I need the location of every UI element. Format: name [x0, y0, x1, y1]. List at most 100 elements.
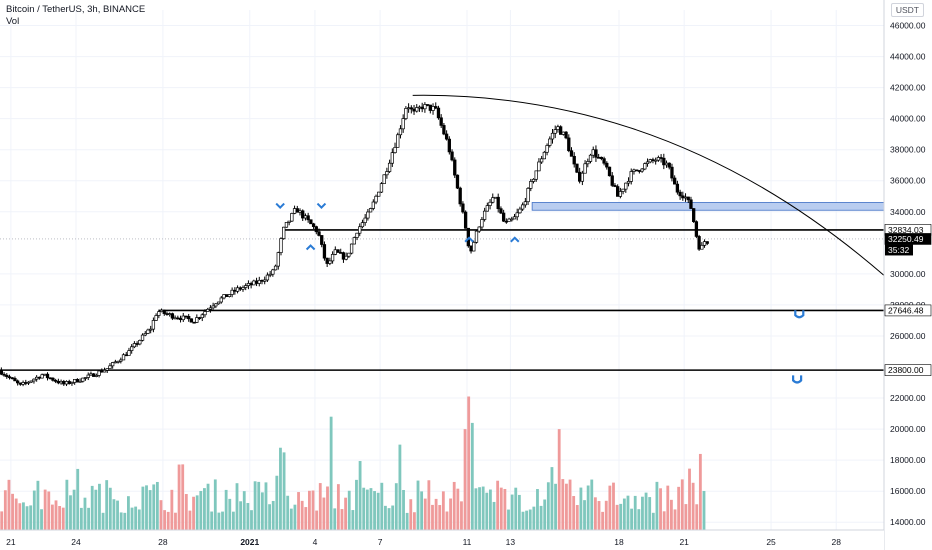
volume-bar — [322, 497, 326, 530]
volume-bar — [394, 483, 398, 530]
candle-body — [643, 163, 647, 170]
volume-bar — [626, 495, 630, 530]
volume-bar — [123, 512, 127, 530]
candle-body — [187, 316, 191, 320]
price-tick-label: 16000.00 — [890, 486, 926, 496]
candle-body — [616, 186, 620, 197]
volume-bar — [608, 485, 612, 530]
volume-bar — [492, 501, 496, 530]
candle-body — [561, 131, 566, 135]
candle-body — [51, 377, 55, 381]
candle-body — [32, 378, 36, 382]
volume-bar — [300, 500, 304, 530]
candle-body — [485, 205, 489, 212]
candle-body — [404, 108, 408, 119]
volume-bar — [347, 490, 351, 530]
candle-body — [542, 151, 547, 160]
candle-body — [35, 376, 39, 380]
resistance-zone[interactable] — [531, 202, 885, 211]
volume-bar — [231, 511, 235, 530]
time-tick-label: 28 — [158, 537, 168, 547]
volume-bar — [463, 429, 467, 530]
volume-bar — [604, 500, 608, 530]
volume-bar — [590, 479, 594, 530]
candle-body — [159, 309, 164, 312]
volume-bar — [43, 489, 47, 530]
horizontal-levels[interactable] — [0, 229, 884, 371]
volume-bar — [373, 491, 376, 530]
price-tick-label: 30000.00 — [890, 269, 926, 279]
time-tick-label: 24 — [71, 537, 81, 547]
candle-body — [401, 118, 405, 130]
candle-body — [211, 305, 215, 309]
time-tick-label: 21 — [679, 537, 689, 547]
candle-body — [67, 381, 71, 384]
candle-body — [597, 156, 601, 159]
candle-body — [368, 208, 373, 213]
candle-body — [75, 379, 80, 383]
time-tick-label: 28 — [831, 537, 841, 547]
candle-body — [675, 183, 680, 193]
volume-bar — [376, 492, 380, 530]
volume-bars — [0, 396, 706, 530]
volume-bar — [546, 482, 550, 530]
candle-body — [379, 183, 384, 193]
candle-body — [257, 279, 261, 284]
candle-body — [692, 208, 696, 223]
price-axis[interactable]: 46000.00 44000.00 42000.00 40000.00 38000.00… — [883, 0, 932, 550]
candle-body — [667, 162, 671, 168]
candle-body — [10, 377, 14, 380]
candle-body — [640, 168, 644, 172]
candle-body — [83, 377, 88, 379]
candle-body — [583, 163, 587, 174]
candle-body — [189, 318, 194, 323]
candle-body — [203, 311, 207, 316]
volume-bar — [488, 489, 492, 530]
volume-bar — [344, 497, 348, 530]
candle-body — [273, 265, 278, 271]
candle-body — [40, 374, 44, 379]
candle-body — [496, 196, 500, 210]
currency-button[interactable]: USDT — [890, 3, 924, 17]
volume-bar — [543, 499, 547, 530]
volume-bar — [61, 507, 65, 530]
candle-body — [18, 382, 23, 385]
volume-bar — [666, 485, 670, 530]
candle-body — [499, 208, 503, 214]
candle-body — [385, 171, 389, 176]
candle-body — [415, 107, 419, 112]
curve-drawing[interactable] — [412, 94, 885, 276]
volume-bar — [7, 479, 11, 530]
price-tick-label: 42000.00 — [890, 83, 926, 93]
candle-body — [417, 106, 422, 109]
candle-body — [146, 329, 150, 334]
candle-body — [694, 221, 699, 237]
volume-bar — [163, 510, 167, 530]
time-tick-label: 7 — [378, 537, 383, 547]
volume-bar — [684, 504, 688, 530]
volume-bar — [673, 509, 677, 530]
grid-lines — [0, 10, 884, 530]
volume-indicator-label[interactable]: Vol — [6, 16, 20, 27]
candle-body — [111, 362, 115, 367]
candle-body — [282, 226, 286, 239]
volume-bar — [228, 498, 232, 530]
candle-body — [130, 346, 134, 351]
candle-body — [97, 370, 101, 376]
candle-body — [295, 208, 299, 213]
volume-bar — [409, 499, 413, 530]
candle-body — [165, 313, 169, 315]
time-axis[interactable]: 21 24 28 2021 4 7 11 13 18 21 25 28 — [0, 529, 884, 550]
candle-body — [235, 287, 240, 292]
candle-body — [62, 381, 66, 385]
candle-body — [265, 274, 270, 281]
volume-bar — [362, 487, 366, 530]
candle-body — [425, 104, 430, 106]
candle-body — [206, 308, 210, 312]
candle-body — [632, 169, 636, 172]
volume-bar — [11, 493, 14, 530]
volume-bar — [275, 475, 279, 530]
price-tick-label: 36000.00 — [890, 176, 926, 186]
volume-bar — [470, 422, 474, 530]
